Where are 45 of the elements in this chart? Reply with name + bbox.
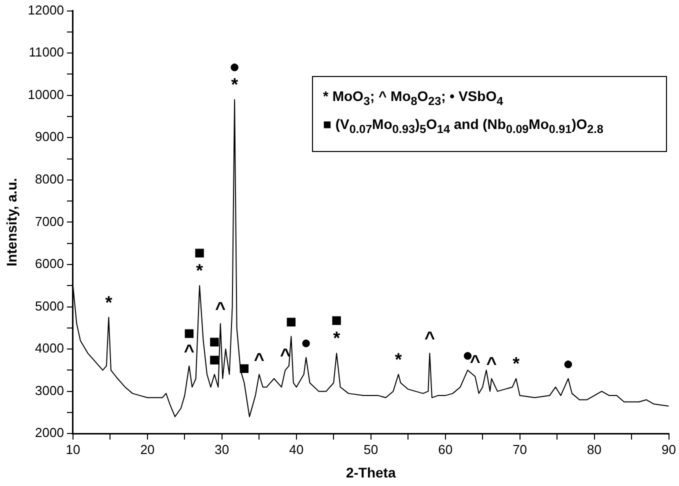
y-axis-title: Intensity, a.u. <box>3 178 20 266</box>
x-tick-label: 40 <box>289 442 304 457</box>
annotation: ^ <box>486 354 498 374</box>
y-tick-label: 7000 <box>35 214 64 229</box>
annotation: ^ <box>215 298 226 319</box>
x-tick-label: 90 <box>662 442 676 457</box>
annotation: * <box>512 354 520 374</box>
annotation: * <box>231 74 238 95</box>
annotation: ^ <box>184 340 195 361</box>
annotation: * <box>105 292 112 312</box>
x-tick-label: 80 <box>587 442 602 457</box>
annotation: ● <box>300 332 312 352</box>
annotation: ■ <box>184 322 195 343</box>
annotation: ■ <box>286 311 297 332</box>
y-tick-label: 9000 <box>35 129 64 144</box>
annotation: ^ <box>254 349 265 370</box>
x-tick-label: 60 <box>438 442 453 457</box>
annotation: * <box>394 349 402 370</box>
y-tick-label: 11000 <box>28 44 64 60</box>
annotation: * MoO$_{3}$; ^ Mo$_{8}$O$_{23}$; • VSbO$_{4}$ <box>323 87 504 110</box>
y-tick-label: 12000 <box>28 2 64 18</box>
annotation: ■ <box>331 310 342 330</box>
annotation: * <box>196 260 204 281</box>
x-tick-label: 10 <box>66 442 80 457</box>
note-box: * MoO$_{3}$; ^ Mo$_{8}$O$_{23}$; • VSbO$_{4}$ ■ (V$_{0.07}$Mo$_{0.93}$)$_{5}$O$_{14}$ and (Nb$_{0.09}$Mo$_{0.91}$)O$_{2.8}$ <box>312 76 667 152</box>
annotation: ■ <box>194 242 205 263</box>
y-tick-label: 8000 <box>35 172 64 186</box>
y-tick-label: 6000 <box>35 256 64 272</box>
annotation: ^ <box>424 328 436 348</box>
y-tick-label: 2000 <box>35 425 64 440</box>
x-tick-label: 20 <box>140 442 155 457</box>
x-tick-label: 50 <box>364 442 378 457</box>
y-tick-label: 3000 <box>35 382 64 398</box>
x-tick-label: 30 <box>214 442 230 457</box>
annotation: ■ <box>209 349 220 370</box>
annotation: ● <box>562 354 574 374</box>
annotation: ■ <box>209 331 220 352</box>
x-axis-title: 2-Theta <box>346 464 396 480</box>
annotation: * <box>333 328 340 348</box>
annotation: ^ <box>280 345 291 366</box>
annotation: ● <box>229 56 240 77</box>
x-tick-label: 70 <box>512 442 528 457</box>
y-tick-label: 10000 <box>28 86 64 102</box>
y-tick-label: 4000 <box>35 340 64 356</box>
y-tick-label: 5000 <box>35 298 64 314</box>
